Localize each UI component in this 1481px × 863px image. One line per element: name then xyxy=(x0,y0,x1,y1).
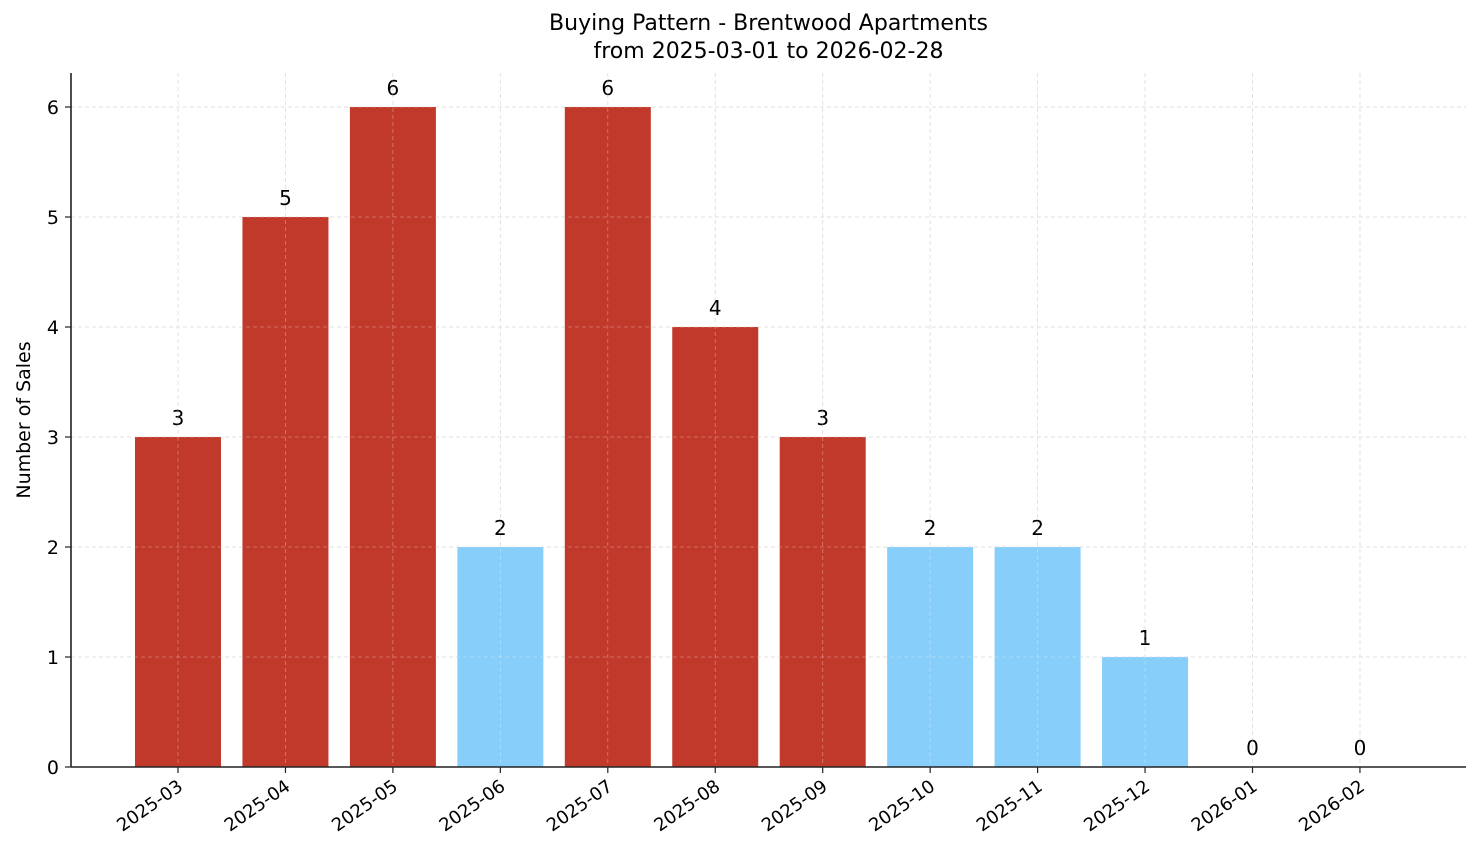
y-tick-label: 3 xyxy=(47,427,59,449)
bar-value-label: 1 xyxy=(1139,626,1152,650)
y-tick-label: 5 xyxy=(47,207,59,229)
x-tick-label: 2025-11 xyxy=(973,776,1047,836)
chart-title-text: Buying Pattern - Brentwood Apartments xyxy=(549,11,988,36)
bar xyxy=(779,437,866,767)
x-tick-label: 2026-01 xyxy=(1188,776,1262,836)
bar xyxy=(135,437,221,767)
bar-value-label: 0 xyxy=(1354,736,1367,760)
y-tick-label: 1 xyxy=(47,647,59,669)
bar-value-label: 2 xyxy=(494,516,507,540)
x-tick-label: 2026-02 xyxy=(1295,776,1369,836)
bar xyxy=(672,327,759,767)
x-tick-label: 2025-04 xyxy=(221,776,295,836)
x-tick-label: 2025-08 xyxy=(650,776,724,836)
bar-value-label: 3 xyxy=(816,406,829,430)
y-axis-label: Number of Sales xyxy=(13,341,35,498)
bar xyxy=(242,217,329,767)
x-tick-label: 2025-07 xyxy=(543,776,617,836)
x-tick-label: 2025-06 xyxy=(436,776,510,836)
bar-value-label: 3 xyxy=(172,406,185,430)
bar-value-label: 5 xyxy=(279,186,292,210)
data-labels: 3 5 6 2 6 4 3 2 2 1 0 0 xyxy=(71,73,1466,767)
bar-value-label: 2 xyxy=(924,516,937,540)
bar xyxy=(349,107,436,767)
chart-title: Buying Pattern - Brentwood Apartments xyxy=(0,10,1481,38)
x-tick-label: 2025-09 xyxy=(758,776,832,836)
y-tick-label: 6 xyxy=(47,97,59,119)
bar xyxy=(564,107,651,767)
bar-value-label: 4 xyxy=(709,296,722,320)
bar xyxy=(1102,657,1189,767)
chart-subtitle-text: from 2025-03-01 to 2026-02-28 xyxy=(593,39,944,64)
bar xyxy=(887,547,974,767)
bars xyxy=(135,107,1189,767)
bar-value-label: 2 xyxy=(1031,516,1044,540)
bar-value-label: 6 xyxy=(387,76,400,100)
x-tick-label: 2025-03 xyxy=(113,776,187,836)
y-tick-label: 2 xyxy=(47,537,59,559)
bar-value-label: 6 xyxy=(601,76,614,100)
bar xyxy=(457,547,544,767)
bar-value-label: 0 xyxy=(1246,736,1259,760)
x-tick-label: 2025-12 xyxy=(1080,776,1154,836)
x-tick-label: 2025-10 xyxy=(865,776,939,836)
bar xyxy=(994,547,1081,767)
x-tick-label: 2025-05 xyxy=(328,776,402,836)
y-tick-label: 0 xyxy=(47,757,59,779)
chart-subtitle: from 2025-03-01 to 2026-02-28 xyxy=(0,38,1481,66)
y-tick-label: 4 xyxy=(47,317,59,339)
